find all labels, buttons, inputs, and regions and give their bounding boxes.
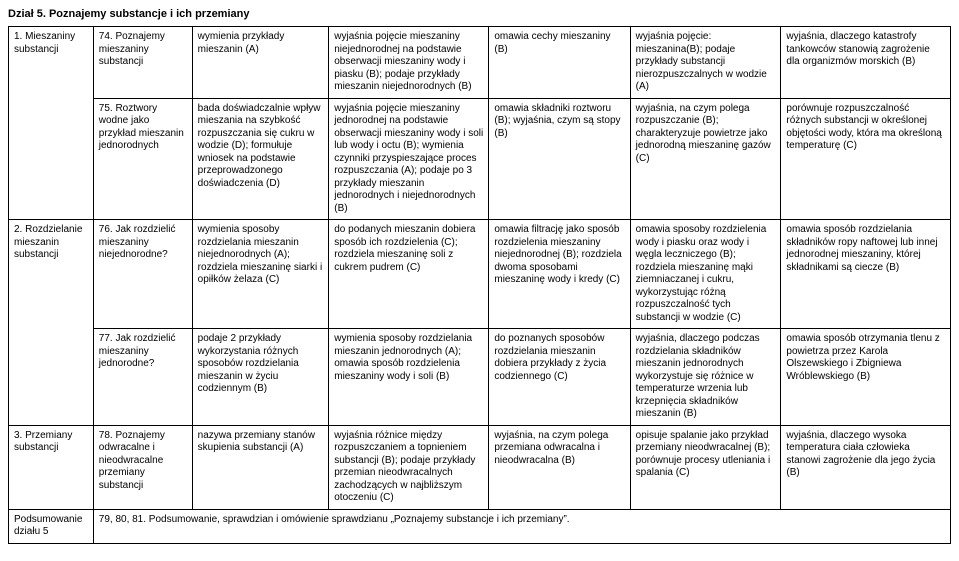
content-cell: wyjaśnia pojęcie mieszaniny jednorodnej … <box>329 98 489 220</box>
content-cell: wyjaśnia pojęcie: mieszanina(B); podaje … <box>630 27 781 99</box>
topic-cell: 3. Przemiany substancji <box>9 425 94 509</box>
lesson-cell: 75. Roztwory wodne jako przykład mieszan… <box>93 98 192 220</box>
lesson-cell: 74. Poznajemy mieszaniny substancji <box>93 27 192 99</box>
content-cell: omawia sposoby rozdzielenia wody i piask… <box>630 220 781 329</box>
topic-cell: 1. Mieszaniny substancji <box>9 27 94 220</box>
content-cell: wyjaśnia, dlaczego wysoka temperatura ci… <box>781 425 951 509</box>
content-cell: omawia sposób rozdzielania składników ro… <box>781 220 951 329</box>
content-cell: wymienia sposoby rozdzielania mieszanin … <box>329 329 489 426</box>
content-cell: bada doświadczalnie wpływ mieszania na s… <box>192 98 329 220</box>
content-cell: omawia sposób otrzymania tlenu z powietr… <box>781 329 951 426</box>
content-cell: omawia cechy mieszaniny (B) <box>489 27 630 99</box>
table-row-summary: Podsumowanie działu 5 79, 80, 81. Podsum… <box>9 509 951 543</box>
content-cell: wyjaśnia, na czym polega przemiana odwra… <box>489 425 630 509</box>
lesson-cell: 78. Poznajemy odwracalne i nieodwracalne… <box>93 425 192 509</box>
content-cell: podaje 2 przykłady wykorzystania różnych… <box>192 329 329 426</box>
table-row: 1. Mieszaniny substancji 74. Poznajemy m… <box>9 27 951 99</box>
content-cell: omawia składniki roztworu (B); wyjaśnia,… <box>489 98 630 220</box>
content-cell: omawia filtrację jako sposób rozdzieleni… <box>489 220 630 329</box>
summary-label: Podsumowanie działu 5 <box>9 509 94 543</box>
content-cell: nazywa przemiany stanów skupienia substa… <box>192 425 329 509</box>
curriculum-table: 1. Mieszaniny substancji 74. Poznajemy m… <box>8 26 951 544</box>
table-row: 2. Rozdzielanie mieszanin substancji 76.… <box>9 220 951 329</box>
content-cell: wyjaśnia pojęcie mieszaniny niejednorodn… <box>329 27 489 99</box>
content-cell: porównuje rozpuszczalność różnych substa… <box>781 98 951 220</box>
content-cell: do poznanych sposobów rozdzielania miesz… <box>489 329 630 426</box>
table-row: 77. Jak rozdzielić mieszaniny jednorodne… <box>9 329 951 426</box>
content-cell: wyjaśnia różnice między rozpuszczaniem a… <box>329 425 489 509</box>
content-cell: wyjaśnia, na czym polega rozpuszczanie (… <box>630 98 781 220</box>
content-cell: wyjaśnia, dlaczego katastrofy tankowców … <box>781 27 951 99</box>
table-row: 75. Roztwory wodne jako przykład mieszan… <box>9 98 951 220</box>
content-cell: wyjaśnia, dlaczego podczas rozdzielania … <box>630 329 781 426</box>
content-cell: do podanych mieszanin dobiera sposób ich… <box>329 220 489 329</box>
table-row: 3. Przemiany substancji 78. Poznajemy od… <box>9 425 951 509</box>
content-cell: opisuje spalanie jako przykład przemiany… <box>630 425 781 509</box>
lesson-cell: 76. Jak rozdzielić mieszaniny niejednoro… <box>93 220 192 329</box>
content-cell: wymienia przykłady mieszanin (A) <box>192 27 329 99</box>
lesson-cell: 77. Jak rozdzielić mieszaniny jednorodne… <box>93 329 192 426</box>
topic-cell: 2. Rozdzielanie mieszanin substancji <box>9 220 94 426</box>
summary-content: 79, 80, 81. Podsumowanie, sprawdzian i o… <box>93 509 950 543</box>
section-title: Dział 5. Poznajemy substancje i ich prze… <box>8 8 951 20</box>
content-cell: wymienia sposoby rozdzielania mieszanin … <box>192 220 329 329</box>
